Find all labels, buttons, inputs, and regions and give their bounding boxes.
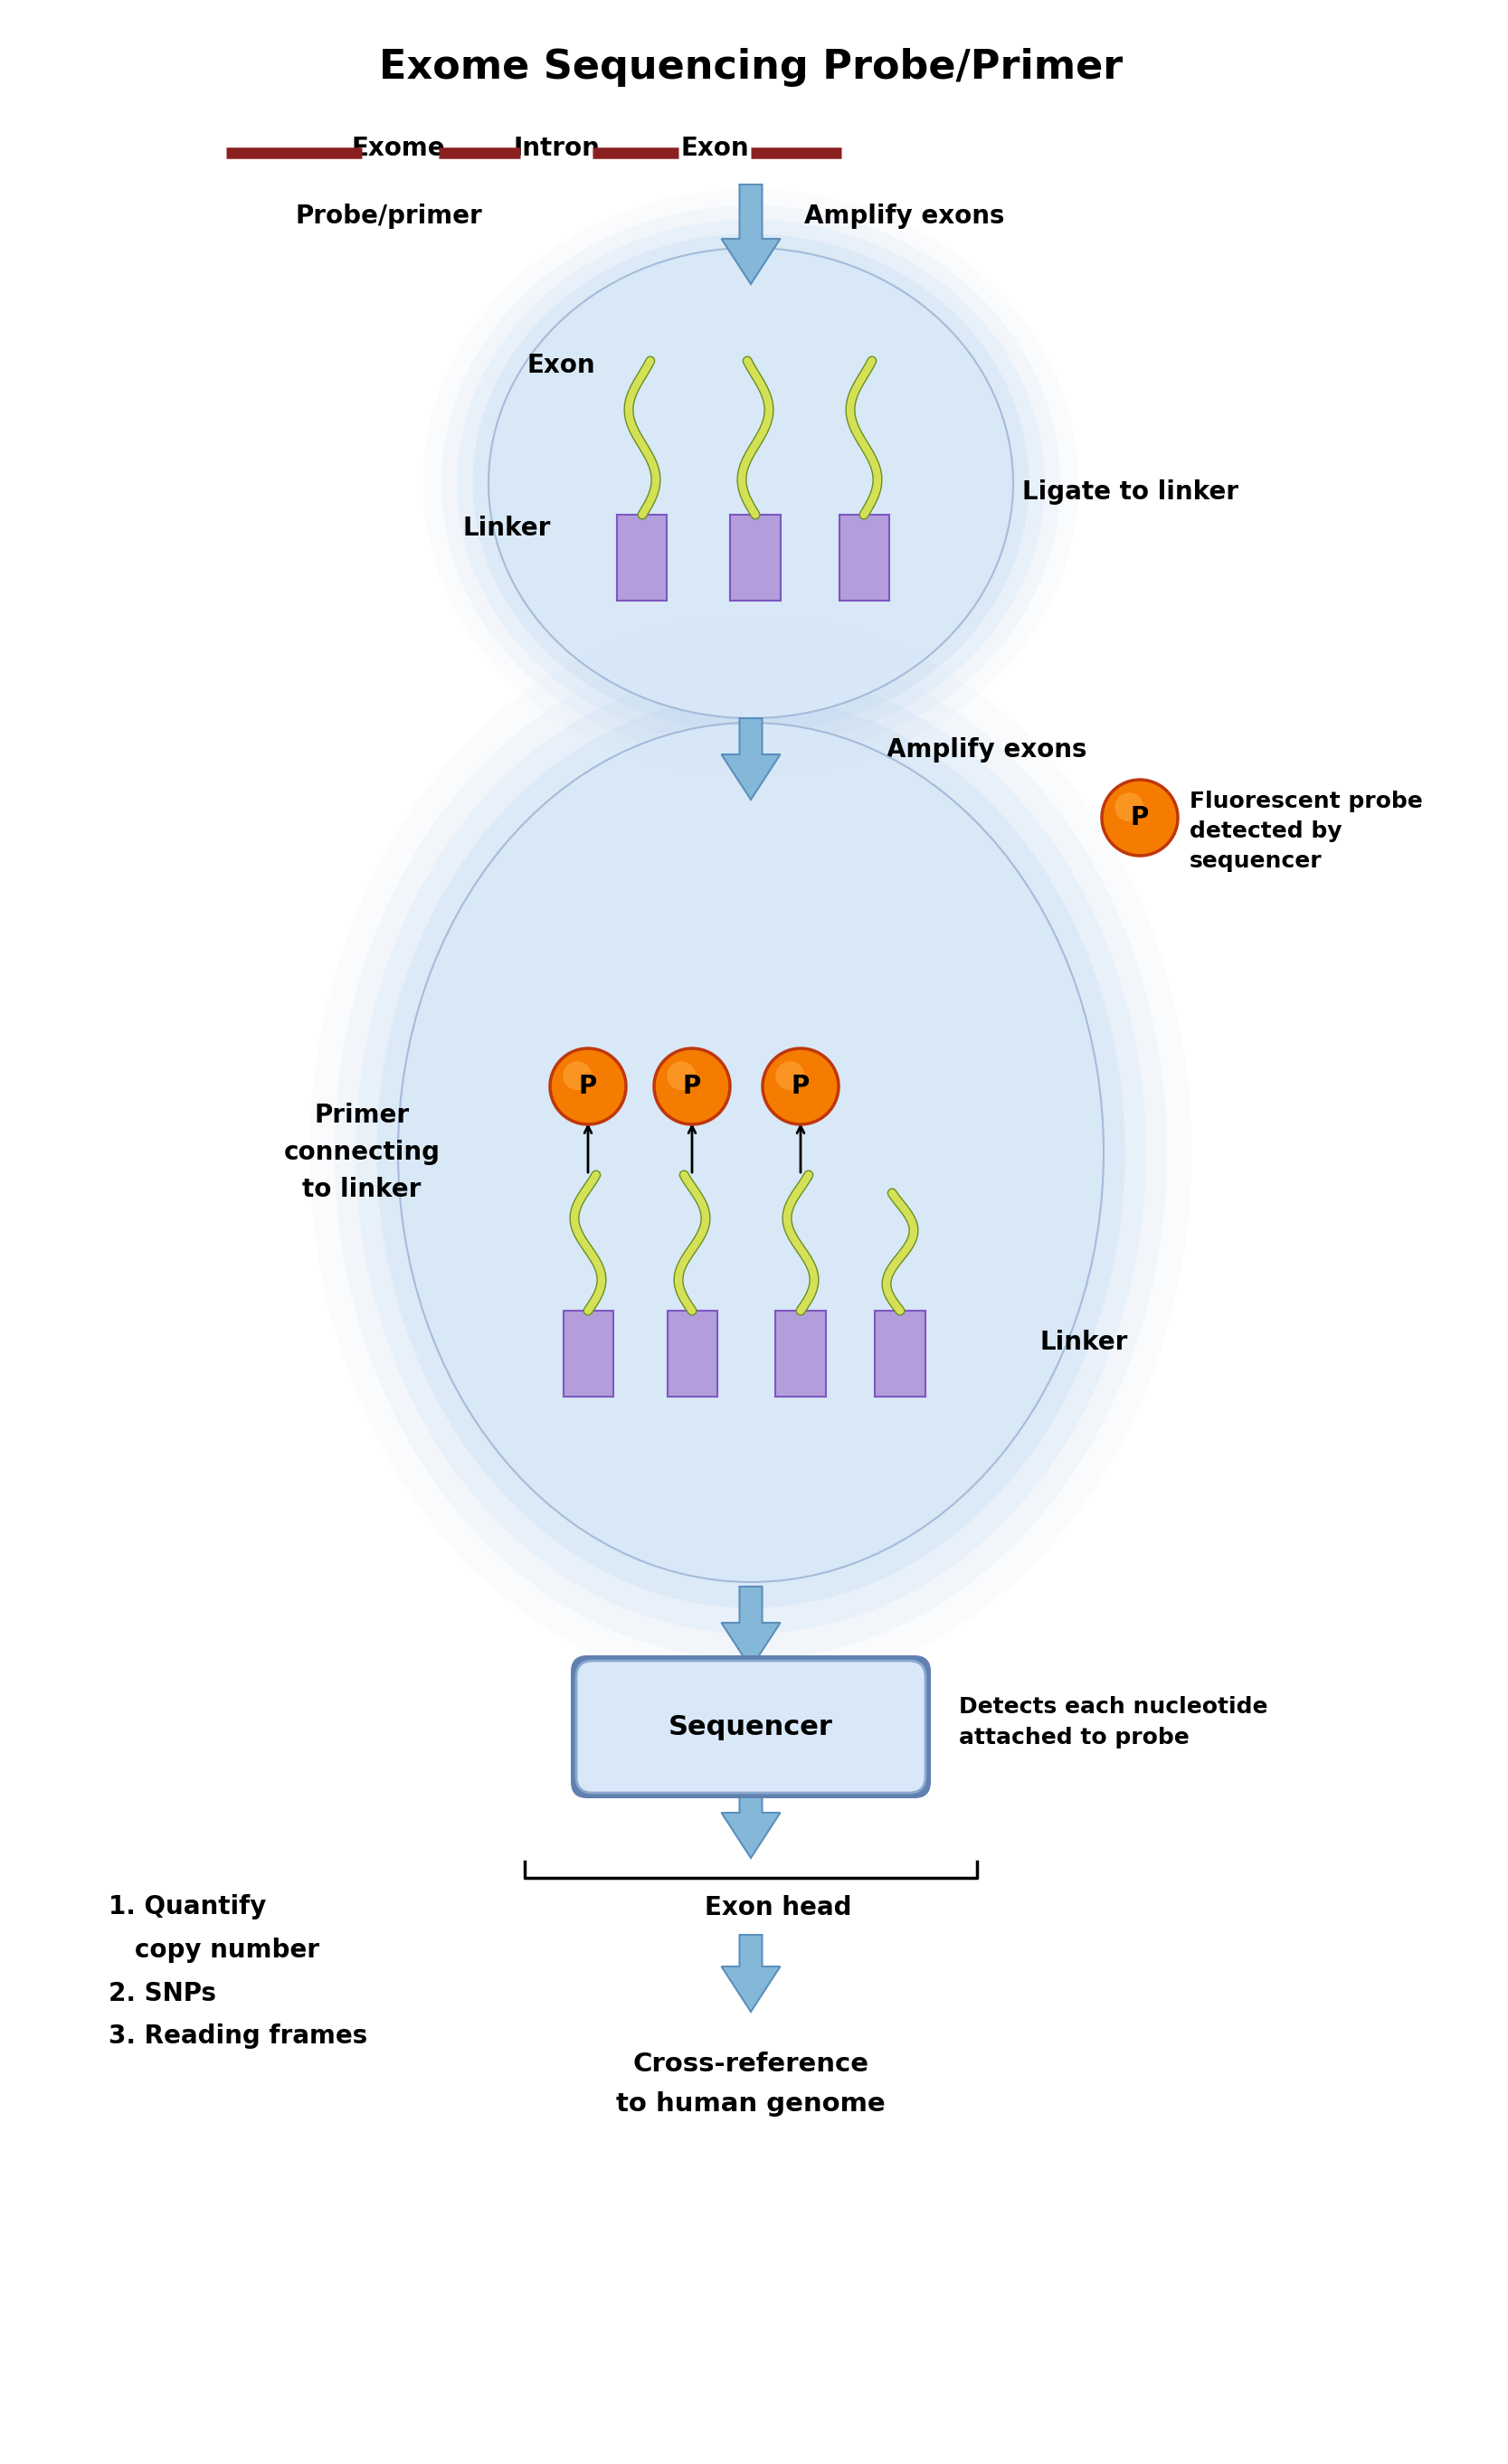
- FancyArrow shape: [721, 717, 780, 801]
- FancyBboxPatch shape: [576, 1661, 926, 1794]
- Circle shape: [555, 1052, 621, 1119]
- FancyArrow shape: [721, 1781, 780, 1858]
- Circle shape: [667, 1062, 695, 1089]
- Text: Cross-reference
to human genome: Cross-reference to human genome: [617, 2053, 885, 2117]
- Circle shape: [556, 1055, 620, 1119]
- FancyArrow shape: [721, 1934, 780, 2011]
- Text: 1. Quantify
   copy number
2. SNPs
3. Reading frames: 1. Quantify copy number 2. SNPs 3. Readi…: [109, 1895, 368, 2050]
- Bar: [730, 515, 780, 601]
- Circle shape: [775, 1062, 804, 1089]
- Circle shape: [768, 1052, 834, 1119]
- Circle shape: [1114, 793, 1143, 821]
- Circle shape: [654, 1047, 730, 1124]
- Bar: [875, 1311, 924, 1397]
- Bar: [775, 1311, 825, 1397]
- Text: Exon: Exon: [680, 136, 749, 160]
- Bar: [617, 515, 667, 601]
- Circle shape: [550, 1047, 626, 1124]
- FancyArrow shape: [721, 185, 780, 283]
- Ellipse shape: [457, 219, 1045, 747]
- Circle shape: [1111, 788, 1169, 848]
- Circle shape: [765, 1050, 837, 1121]
- FancyBboxPatch shape: [572, 1656, 930, 1799]
- Ellipse shape: [335, 646, 1167, 1658]
- Circle shape: [664, 1057, 721, 1116]
- Ellipse shape: [442, 205, 1060, 761]
- Circle shape: [763, 1047, 838, 1124]
- Circle shape: [654, 1047, 730, 1124]
- Ellipse shape: [472, 234, 1028, 732]
- Text: Intron: Intron: [513, 136, 600, 160]
- Text: Detects each nucleotide
attached to probe: Detects each nucleotide attached to prob…: [959, 1695, 1268, 1749]
- Text: Sequencer: Sequencer: [668, 1712, 832, 1740]
- Circle shape: [559, 1057, 617, 1116]
- Ellipse shape: [309, 616, 1191, 1690]
- Bar: [562, 1311, 612, 1397]
- Ellipse shape: [356, 670, 1146, 1634]
- Text: Exome Sequencing Probe/Primer: Exome Sequencing Probe/Primer: [379, 47, 1123, 86]
- Ellipse shape: [422, 190, 1078, 776]
- Ellipse shape: [489, 249, 1013, 717]
- Text: Exon head: Exon head: [704, 1895, 852, 1919]
- Circle shape: [769, 1055, 832, 1119]
- Text: Ligate to linker: Ligate to linker: [1022, 480, 1238, 505]
- Text: Amplify exons: Amplify exons: [804, 205, 1004, 229]
- Circle shape: [1107, 784, 1173, 850]
- Text: P: P: [579, 1074, 597, 1099]
- Circle shape: [1104, 781, 1176, 853]
- Bar: [667, 1311, 716, 1397]
- Circle shape: [1102, 779, 1178, 855]
- Circle shape: [562, 1062, 591, 1089]
- Text: Linker: Linker: [1041, 1331, 1128, 1355]
- Ellipse shape: [398, 722, 1104, 1582]
- Text: Primer
connecting
to linker: Primer connecting to linker: [284, 1101, 440, 1202]
- Text: Probe/primer: Probe/primer: [296, 205, 483, 229]
- Text: Amplify exons: Amplify exons: [887, 737, 1087, 761]
- Text: P: P: [792, 1074, 810, 1099]
- Text: Exon: Exon: [526, 352, 596, 377]
- Circle shape: [659, 1052, 725, 1119]
- Ellipse shape: [377, 697, 1125, 1609]
- Circle shape: [772, 1057, 829, 1116]
- Circle shape: [550, 1047, 626, 1124]
- Text: P: P: [683, 1074, 701, 1099]
- Text: Exome: Exome: [351, 136, 445, 160]
- Text: Linker: Linker: [463, 515, 550, 542]
- Circle shape: [656, 1050, 728, 1121]
- Circle shape: [763, 1047, 838, 1124]
- Circle shape: [552, 1050, 624, 1121]
- FancyArrow shape: [721, 1587, 780, 1668]
- Circle shape: [661, 1055, 724, 1119]
- Bar: [838, 515, 888, 601]
- Text: P: P: [1131, 806, 1149, 830]
- Circle shape: [1108, 786, 1172, 850]
- Text: Fluorescent probe
detected by
sequencer: Fluorescent probe detected by sequencer: [1190, 791, 1422, 872]
- Circle shape: [1102, 779, 1178, 855]
